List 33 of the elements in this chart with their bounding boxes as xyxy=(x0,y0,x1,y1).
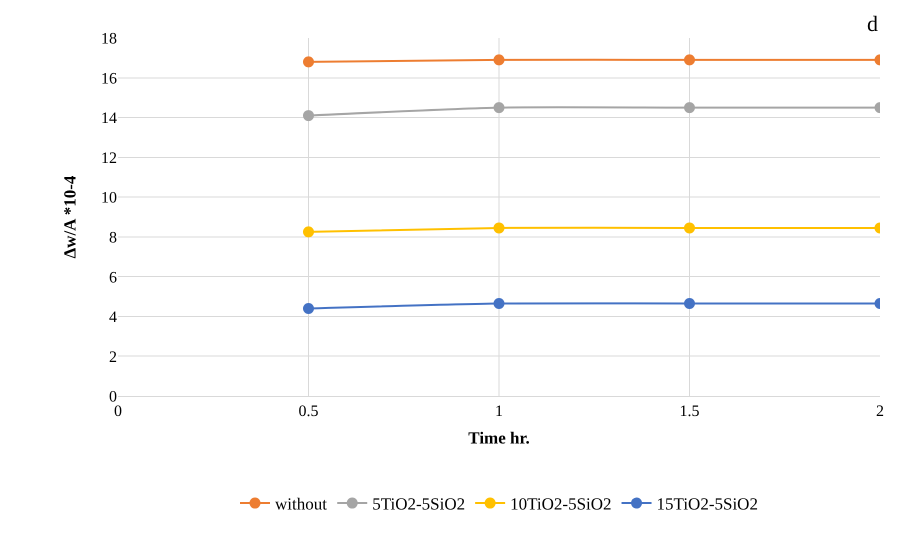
y-tick-label: 4 xyxy=(109,309,117,326)
y-tick-label: 0 xyxy=(109,388,117,406)
point xyxy=(303,110,314,122)
point xyxy=(494,54,504,66)
x-axis-title: Time hr. xyxy=(468,428,530,448)
y-tick-label: 10 xyxy=(101,190,117,207)
y-tick-label: 14 xyxy=(101,110,117,128)
legend-label: 15TiO2-5SiO2 xyxy=(656,494,758,514)
point xyxy=(684,298,695,310)
y-tick-label: 2 xyxy=(109,348,117,366)
y-tick-label: 12 xyxy=(101,150,117,167)
point xyxy=(494,222,504,234)
point xyxy=(494,298,504,310)
point xyxy=(494,102,504,114)
legend-label: without xyxy=(275,494,328,514)
point xyxy=(684,54,695,66)
point xyxy=(303,56,314,68)
point xyxy=(303,302,314,314)
point xyxy=(684,222,695,234)
y-tick-label: 8 xyxy=(109,229,117,246)
point xyxy=(684,102,695,114)
x-tick-label: 1 xyxy=(495,403,503,420)
legend-label: 5TiO2-5SiO2 xyxy=(372,494,466,514)
x-tick-label: 1.5 xyxy=(680,403,700,420)
y-tick-label: 18 xyxy=(101,30,117,48)
y-tick-label: 6 xyxy=(109,269,117,286)
y-tick-label: 16 xyxy=(101,70,117,88)
point xyxy=(303,226,314,238)
text: d xyxy=(867,11,878,36)
legend-label: 10TiO2-5SiO2 xyxy=(510,494,612,514)
x-tick-label: 2 xyxy=(876,403,884,420)
x-tick-label: 0.5 xyxy=(298,403,318,420)
y-axis-title: Δw/A *10-4 xyxy=(60,175,80,258)
